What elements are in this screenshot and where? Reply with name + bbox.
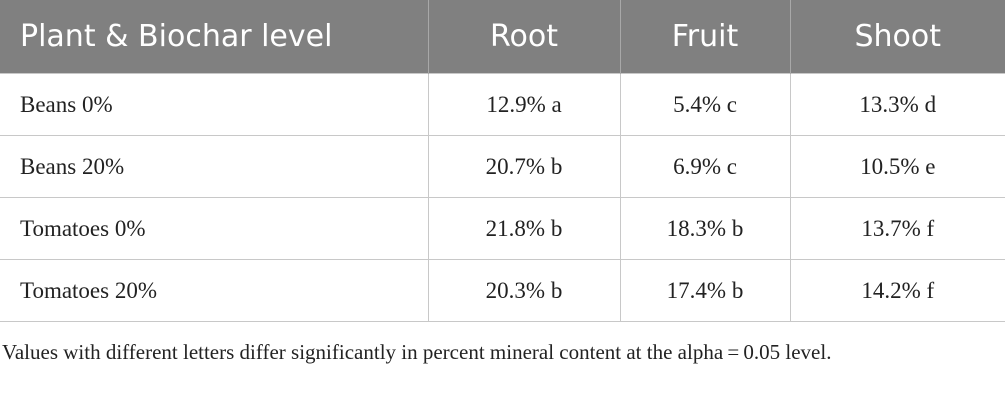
header-cell: Root — [428, 0, 621, 74]
table-cell: Tomatoes 0% — [0, 197, 429, 260]
table-cell: 13.7% f — [789, 197, 1005, 260]
data-table: Plant & Biochar level Root Fruit Shoot Bean… — [0, 0, 1005, 322]
table-cell: 21.8% b — [427, 197, 621, 260]
table-cell: Tomatoes 20% — [0, 259, 429, 322]
table-row: Tomatoes 0% 21.8% b 18.3% b 13.7% f — [0, 197, 1005, 260]
table-cell: 6.9% c — [619, 135, 791, 198]
table-row: Tomatoes 20% 20.3% b 17.4% b 14.2% f — [0, 259, 1005, 322]
table-cell: 17.4% b — [619, 259, 791, 322]
table-cell: 13.3% d — [789, 73, 1005, 136]
table-cell: 20.7% b — [427, 135, 621, 198]
table-cell: 14.2% f — [789, 259, 1005, 322]
table-cell: 5.4% c — [619, 73, 791, 136]
table-cell: 12.9% a — [427, 73, 621, 136]
table-cell: 10.5% e — [789, 135, 1005, 198]
table-body: Beans 0% 12.9% a 5.4% c 13.3% d Beans 20% 20.… — [0, 73, 1005, 322]
table-cell: 18.3% b — [619, 197, 791, 260]
footnote: Values with different letters differ sig… — [2, 340, 832, 364]
header-cell: Plant & Biochar level — [0, 0, 429, 74]
table-row: Beans 0% 12.9% a 5.4% c 13.3% d — [0, 73, 1005, 136]
header-cell: Shoot — [790, 0, 1005, 74]
header-cell: Fruit — [620, 0, 791, 74]
table-cell: 20.3% b — [427, 259, 621, 322]
header-row: Plant & Biochar level Root Fruit Shoot — [0, 0, 1005, 74]
table-cell: Beans 20% — [0, 135, 429, 198]
table-cell: Beans 0% — [0, 73, 429, 136]
table-row: Beans 20% 20.7% b 6.9% c 10.5% e — [0, 135, 1005, 198]
